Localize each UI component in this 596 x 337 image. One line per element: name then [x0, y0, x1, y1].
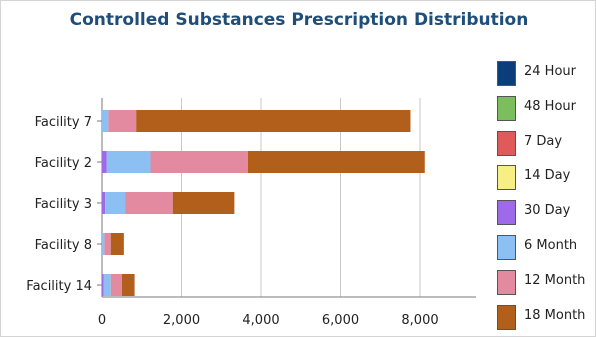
x-tick-label: 0 [98, 313, 106, 328]
legend-label: 18 Month [524, 307, 586, 323]
x-tick-label: 4,000 [242, 313, 279, 328]
bar-segment [172, 192, 235, 214]
bar-segment [247, 151, 425, 173]
legend-label: 14 Day [524, 168, 571, 184]
bar-segment [103, 274, 111, 296]
legend-label: 7 Day [524, 133, 563, 149]
bar-segment [102, 233, 105, 255]
bar-segment [105, 192, 126, 214]
legend-swatch [497, 95, 516, 121]
bar-segment [110, 274, 122, 296]
bar-segment [102, 192, 106, 214]
legend-label: 24 Hour [524, 64, 576, 79]
legend-label: 12 Month [524, 272, 586, 288]
chart-title: Controlled Substances Prescription Distr… [69, 10, 529, 30]
legend-label: 6 Month [524, 238, 578, 253]
legend-swatch [497, 130, 516, 156]
legend-swatch [497, 165, 516, 191]
legend-swatch [497, 235, 516, 260]
bar-segment [102, 151, 107, 173]
category-label: Facility 2 [35, 156, 92, 171]
bar-segment [150, 151, 248, 173]
category-label: Facility 3 [35, 197, 92, 212]
x-tick-label: 8,000 [401, 313, 438, 328]
bar-segment [102, 110, 109, 132]
category-label: Facility 8 [35, 238, 92, 253]
bar-segment [121, 274, 135, 296]
legend-swatch [497, 200, 516, 226]
x-tick-label: 2,000 [163, 313, 200, 328]
legend-swatch [497, 304, 516, 330]
bar-segment [102, 274, 104, 296]
bar-segment [136, 110, 411, 132]
bar-segment [125, 192, 173, 214]
bar-segment [108, 110, 137, 132]
bar-segment [106, 151, 151, 173]
legend-swatch [497, 269, 516, 295]
category-label: Facility 7 [35, 115, 92, 130]
legend-swatch [497, 61, 516, 86]
legend-label: 48 Hour [524, 98, 576, 114]
bar-segment [110, 233, 124, 255]
x-tick-label: 6,000 [322, 313, 359, 328]
bar-segment [104, 233, 111, 255]
legend-label: 30 Day [524, 203, 571, 219]
category-label: Facility 14 [26, 279, 92, 294]
